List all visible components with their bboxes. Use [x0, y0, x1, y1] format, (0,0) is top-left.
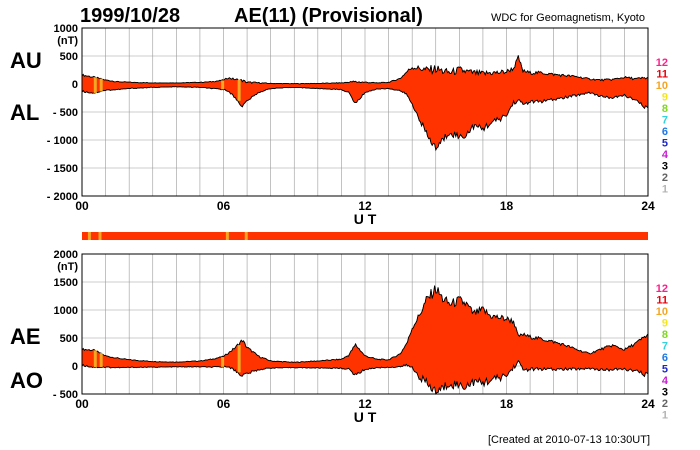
station-scale-label: 2: [662, 398, 668, 410]
plot-title: AE(11) (Provisional): [234, 5, 423, 27]
station-scale-label: 9: [662, 92, 668, 104]
data-gap-marker: [221, 80, 225, 90]
station-scale-label: 12: [656, 283, 668, 295]
y-tick-label: 1500: [54, 277, 78, 289]
station-scale-label: 3: [662, 161, 668, 173]
series-label-au: AU: [10, 48, 42, 73]
station-scale-label: 6: [662, 126, 668, 138]
y-unit-label: (nT): [57, 35, 78, 47]
station-bar-fill: [82, 232, 648, 240]
station-scale-label: 8: [662, 103, 668, 115]
x-tick-label: 18: [500, 199, 514, 213]
station-scale-label: 12: [656, 57, 668, 69]
data-gap-marker: [99, 353, 103, 368]
station-scale-label: 1: [662, 184, 668, 196]
x-tick-label: 12: [358, 397, 372, 411]
station-count-bar: [82, 232, 648, 240]
plot-frame: [81, 253, 649, 395]
y-tick-label: 500: [60, 51, 78, 63]
series-line-ao: [81, 359, 649, 395]
station-scale-label: 7: [662, 341, 668, 353]
data-source: WDC for Geomagnetism, Kyoto: [491, 12, 645, 24]
station-scale-label: 3: [662, 387, 668, 399]
station-bar-gap: [98, 232, 102, 240]
station-bar-gap: [225, 232, 229, 240]
x-tick-label: 00: [75, 199, 89, 213]
series-line-ae: [81, 285, 649, 363]
y-tick-label: 1000: [54, 23, 78, 35]
y-tick-label: 0: [72, 79, 78, 91]
plot-date: 1999/10/28: [80, 5, 180, 27]
series-label-ao: AO: [10, 368, 43, 393]
y-tick-label: 500: [60, 333, 78, 345]
x-tick-label: 06: [217, 397, 231, 411]
data-gap-marker: [237, 345, 241, 373]
data-gap-marker: [93, 350, 97, 368]
station-bar-gap: [244, 232, 248, 240]
y-tick-label: - 500: [53, 389, 78, 401]
station-scale-label: 11: [656, 69, 668, 81]
station-scale-label: 2: [662, 172, 668, 184]
station-scale-label: 10: [656, 306, 668, 318]
station-scale-label: 1: [662, 410, 668, 422]
x-tick-label: 12: [358, 199, 372, 213]
created-stamp: [Created at 2010-07-13 10:30UT]: [488, 434, 650, 446]
station-scale-label: 8: [662, 329, 668, 341]
data-gap-marker: [237, 79, 241, 101]
y-tick-label: 1000: [54, 305, 78, 317]
y-tick-label: - 2000: [47, 191, 78, 203]
x-tick-label: 06: [217, 199, 231, 213]
station-scale-label: 6: [662, 352, 668, 364]
station-scale-label: 5: [662, 364, 668, 376]
station-scale-label: 11: [656, 295, 668, 307]
x-tick-label: 18: [500, 397, 514, 411]
series-label-ae: AE: [10, 324, 41, 349]
x-axis-label: U T: [354, 409, 377, 425]
station-scale-label: 9: [662, 318, 668, 330]
panel-au-al: 1000 500 0 - 500 - 1000 - 1500 - 2000 (nT) 00 06 1…: [10, 23, 669, 227]
x-tick-label: 24: [641, 397, 655, 411]
data-gap-marker: [99, 78, 103, 92]
series-line-al: [81, 86, 649, 152]
station-scale-label: 4: [662, 375, 669, 387]
y-tick-label: - 1500: [47, 163, 78, 175]
x-tick-label: 24: [641, 199, 655, 213]
station-scale-label: 5: [662, 138, 668, 150]
station-scale-label: 7: [662, 115, 668, 127]
x-axis-label: U T: [354, 211, 377, 227]
station-scale-label: 10: [656, 80, 668, 92]
y-unit-label: (nT): [57, 261, 78, 273]
y-tick-label: - 500: [53, 107, 78, 119]
x-tick-label: 00: [75, 397, 89, 411]
series-label-al: AL: [10, 100, 39, 125]
station-bar-gap: [87, 232, 91, 240]
plot-frame: [81, 27, 649, 197]
data-gap-marker: [93, 77, 97, 93]
y-tick-label: 2000: [54, 249, 78, 261]
data-gap-marker: [221, 357, 225, 367]
y-tick-label: - 1000: [47, 135, 78, 147]
station-scale-label: 4: [662, 149, 669, 161]
series-line-au: [81, 55, 649, 85]
y-tick-label: 0: [72, 361, 78, 373]
